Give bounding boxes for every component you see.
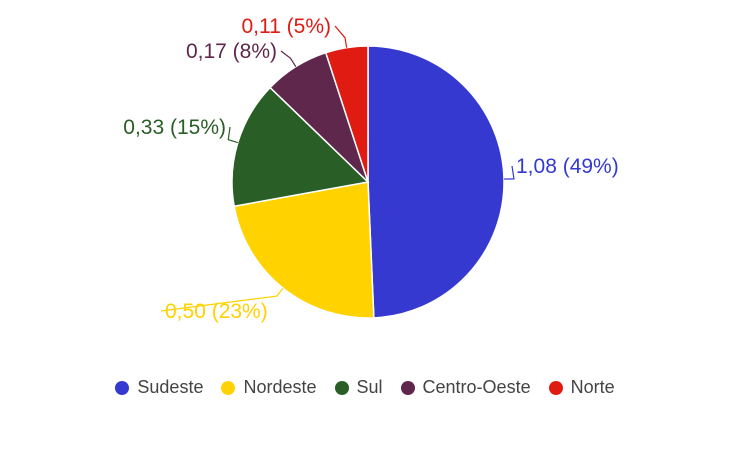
legend-label-norte: Norte	[570, 377, 615, 397]
legend: Sudeste Nordeste Sul Centro-Oeste Norte	[0, 377, 736, 398]
legend-item-sudeste[interactable]: Sudeste	[115, 377, 203, 398]
pie-slices	[231, 45, 505, 319]
legend-swatch-norte	[548, 380, 563, 395]
legend-label-sul: Sul	[356, 377, 383, 397]
legend-swatch-sudeste	[115, 380, 130, 395]
data-label-centro-oeste: 0,17 (8%)	[186, 40, 277, 63]
legend-label-sudeste: Sudeste	[137, 377, 204, 397]
legend-item-sul[interactable]: Sul	[334, 377, 383, 398]
data-label-sul: 0,33 (15%)	[123, 116, 226, 139]
legend-label-centro-oeste: Centro-Oeste	[422, 377, 531, 397]
data-label-norte: 0,11 (5%)	[242, 15, 332, 38]
pie-slice-norte[interactable]	[324, 45, 369, 183]
data-labels: 1,08 (49%) 0,50 (23%) 0,33 (15%) 0,17 (8%)0…	[123, 15, 618, 323]
pie-slice-sudeste[interactable]	[367, 45, 505, 319]
leader-line-centro-oeste	[280, 50, 297, 68]
legend-swatch-centro-oeste	[400, 380, 415, 395]
legend-item-centro-oeste[interactable]: Centro-Oeste	[400, 377, 531, 398]
leader-line-norte	[334, 25, 348, 48]
legend-swatch-sul	[334, 380, 349, 395]
legend-swatch-nordeste	[221, 380, 236, 395]
legend-label-nordeste: Nordeste	[243, 377, 317, 397]
leader-line-sudeste	[503, 165, 515, 180]
data-label-nordeste: 0,50 (23%)	[165, 300, 268, 323]
pie-slice-sul[interactable]	[231, 86, 370, 208]
data-label-sudeste: 1,08 (49%)	[516, 155, 619, 178]
legend-item-norte[interactable]: Norte	[548, 377, 615, 398]
leader-line-nordeste	[160, 287, 284, 312]
leader-lines	[160, 25, 515, 312]
pie-slice-nordeste[interactable]	[233, 181, 375, 319]
legend-item-nordeste[interactable]: Nordeste	[221, 377, 317, 398]
leader-line-sul	[227, 126, 239, 144]
